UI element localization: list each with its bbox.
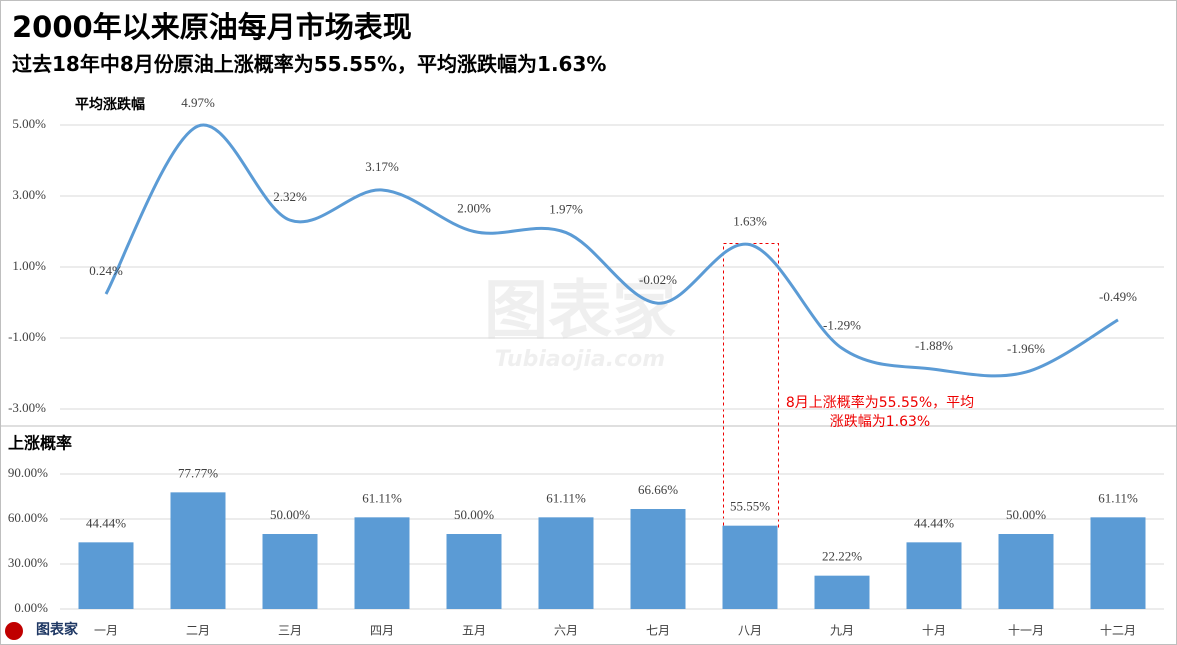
data-label: 2.32% [273,189,307,204]
x-tick-label: 十月 [922,624,946,638]
annotation: 8月上涨概率为55.55%，平均涨跌幅为1.63% [785,395,975,430]
y-tick-label: 0.00% [14,600,48,615]
data-label: -1.96% [1007,341,1045,356]
bar [630,509,686,609]
logo-text: 图表家 [36,621,79,638]
title: 2000年以来原油每月市场表现 [12,10,412,44]
subtitle: 过去18年中8月份原油上涨概率为55.55%，平均涨跌幅为1.63% [12,52,607,76]
bar [998,534,1054,609]
bar [814,575,870,609]
y-tick-label: -1.00% [8,329,46,344]
data-label: 50.00% [454,507,494,522]
y-tick-label: 1.00% [12,258,46,273]
y-tick-label: 60.00% [8,510,48,525]
x-tick-label: 十二月 [1100,624,1136,638]
data-label: 4.97% [181,95,215,110]
bar [354,517,410,609]
x-tick-label: 二月 [186,624,210,638]
x-tick-label: 十一月 [1008,624,1044,638]
bar [446,534,502,609]
data-label: 77.77% [178,465,218,480]
y-axis-label: 上涨概率 [8,434,72,453]
data-label: -0.49% [1099,289,1137,304]
data-label: 50.00% [1006,507,1046,522]
data-label: 0.24% [89,263,123,278]
data-label: 44.44% [86,515,126,530]
data-label: 3.17% [365,159,399,174]
data-label: -1.88% [915,338,953,353]
data-label: 50.00% [270,507,310,522]
bar [906,542,962,609]
data-label: 1.97% [549,202,583,217]
data-label: -0.02% [639,272,677,287]
bar [722,525,778,609]
x-tick-label: 六月 [554,624,578,638]
data-label: 61.11% [362,490,402,505]
data-label: 44.44% [914,515,954,530]
data-label: 22.22% [822,549,862,564]
logo-icon [5,622,23,640]
data-label: 61.11% [1098,490,1138,505]
x-tick-label: 八月 [738,624,762,638]
data-label: 66.66% [638,482,678,497]
x-tick-label: 九月 [830,624,854,638]
x-tick-label: 七月 [646,624,670,638]
y-tick-label: -3.00% [8,400,46,415]
line [104,123,1119,378]
bar [78,542,134,609]
x-tick-label: 四月 [370,624,394,638]
y-tick-label: 30.00% [8,555,48,570]
bar [1090,517,1146,609]
data-label: 2.00% [457,200,491,215]
x-tick-label: 三月 [278,624,302,638]
data-label: 61.11% [546,490,586,505]
y-tick-label: 90.00% [8,465,48,480]
bar [170,492,226,609]
data-label: -1.29% [823,317,861,332]
data-label: 1.63% [733,214,767,229]
y-tick-label: 3.00% [12,187,46,202]
y-axis-label: 平均涨跌幅 [75,96,145,113]
highlight-box [723,243,779,528]
bar [262,534,318,609]
x-tick-label: 一月 [94,624,118,638]
watermark-url: Tubiaojia.com [495,347,665,372]
bar [538,517,594,609]
y-tick-label: 5.00% [12,116,46,131]
data-label: 55.55% [730,499,770,514]
x-tick-label: 五月 [462,624,486,638]
watermark: 图表家 [484,275,676,349]
